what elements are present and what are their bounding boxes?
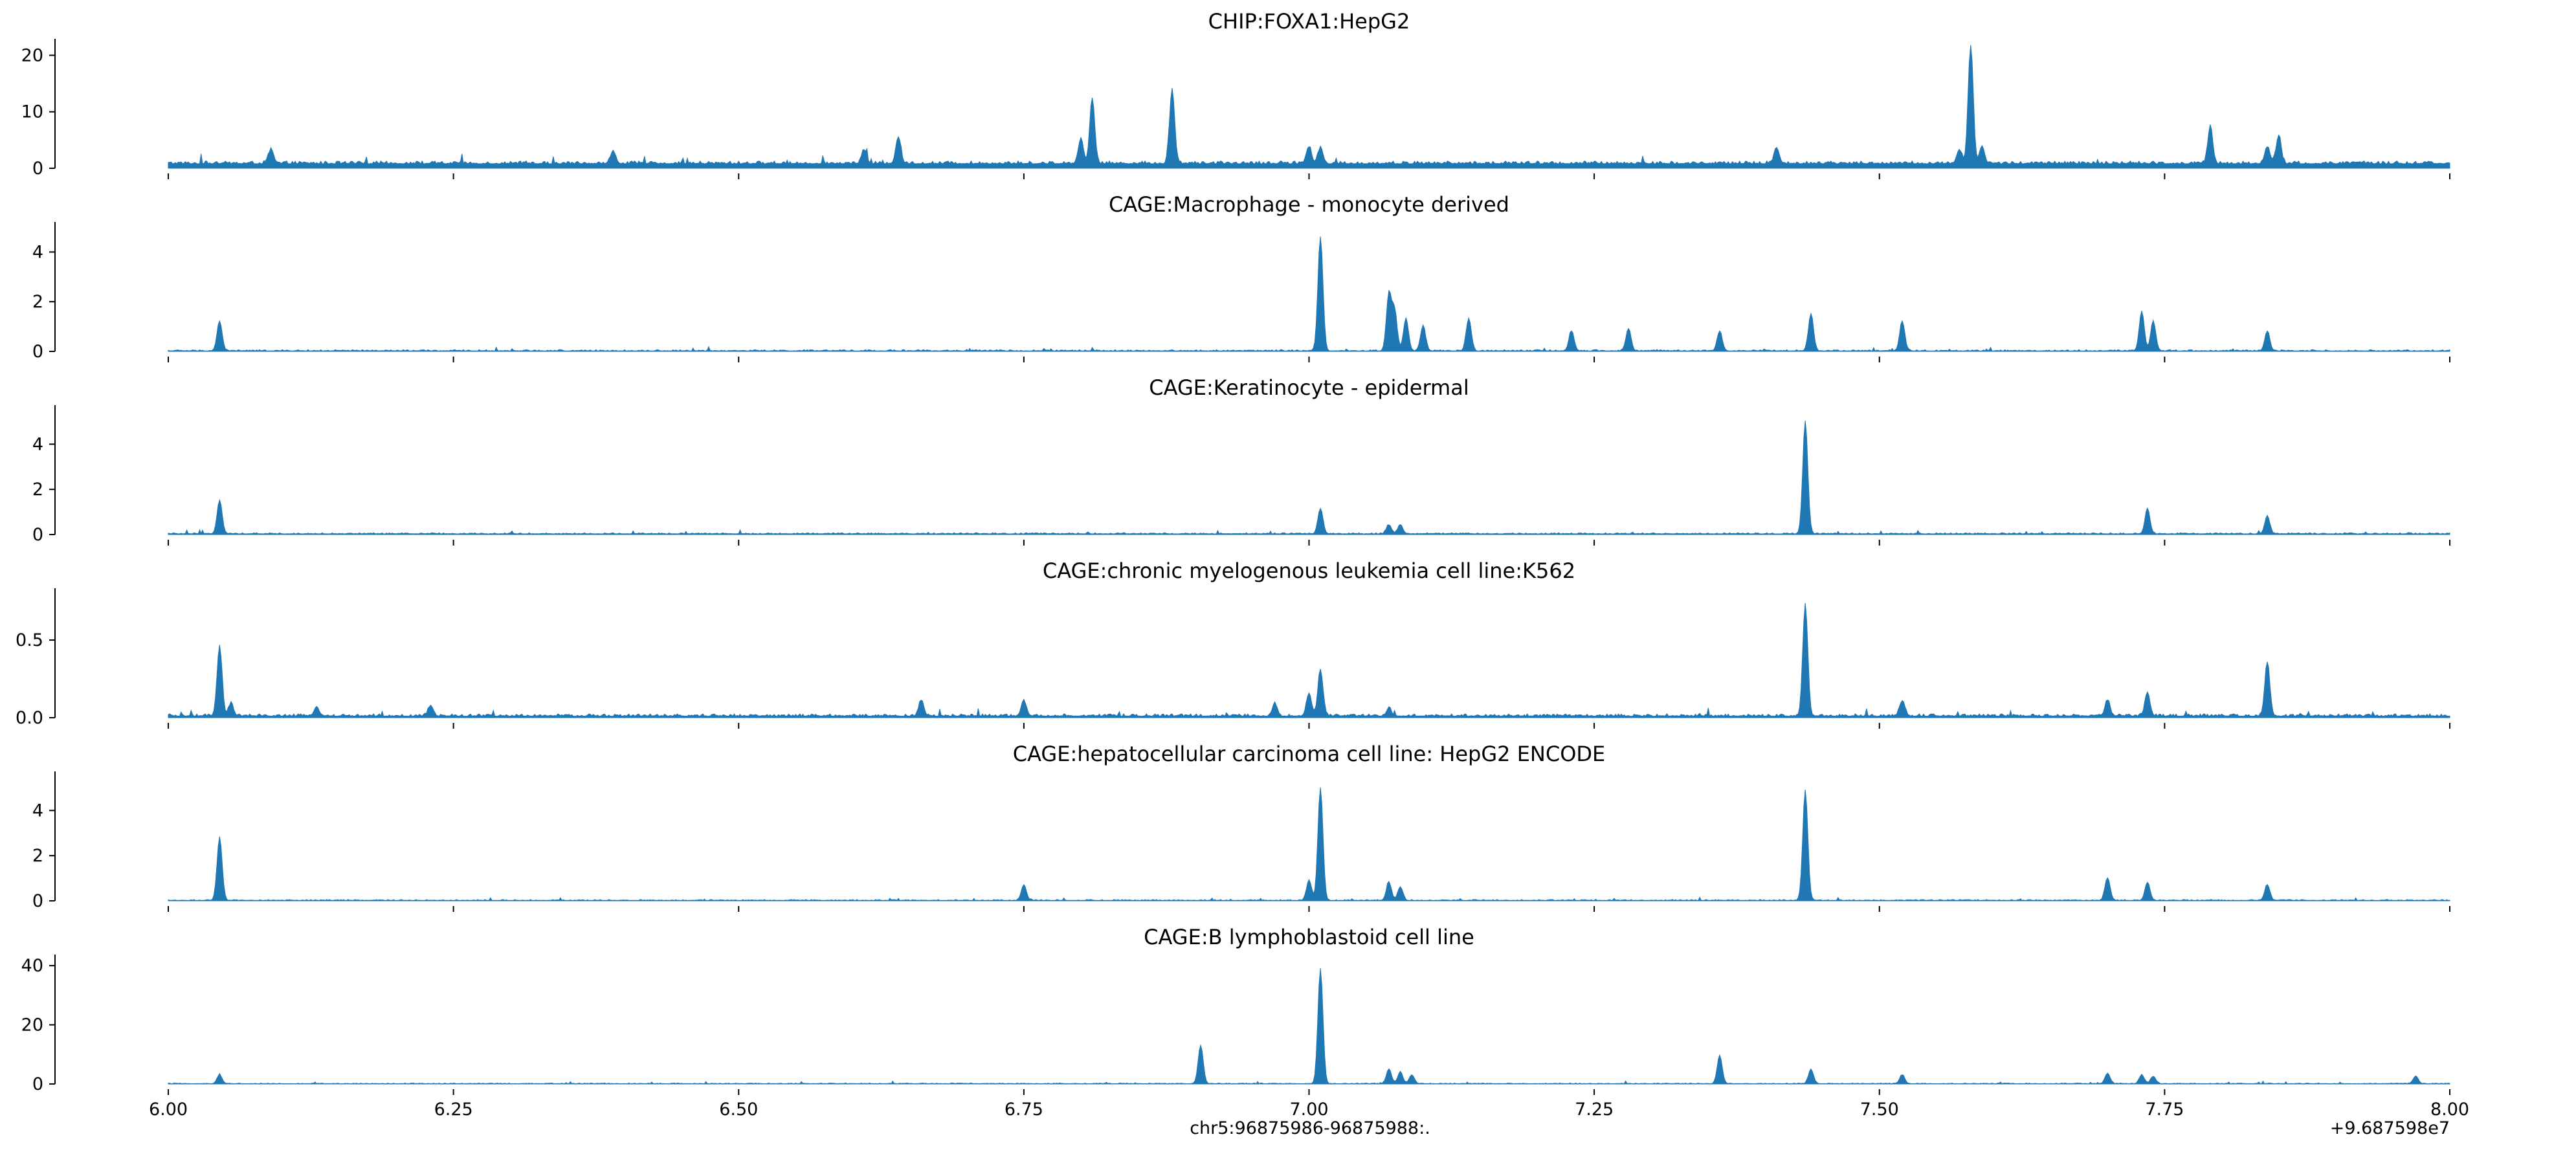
panel-title: CAGE:hepatocellular carcinoma cell line:… xyxy=(1013,742,1605,766)
y-tick-label: 10 xyxy=(21,102,43,122)
y-tick-label: 2 xyxy=(32,292,43,312)
panel-5: CAGE:hepatocellular carcinoma cell line:… xyxy=(32,742,2450,912)
y-tick-label: 4 xyxy=(32,242,43,262)
panel-title: CHIP:FOXA1:HepG2 xyxy=(1208,9,1410,34)
x-axis-label: chr5:96875986-96875988:. xyxy=(1190,1118,1430,1138)
x-tick-label: 7.75 xyxy=(2145,1100,2184,1120)
y-tick-label: 20 xyxy=(21,45,43,65)
y-tick-label: 40 xyxy=(21,956,43,976)
panel-title: CAGE:Keratinocyte - epidermal xyxy=(1149,375,1469,400)
signal-area xyxy=(168,603,2450,718)
signal-area xyxy=(168,45,2450,169)
x-tick-labels: 6.00 6.25 6.50 6.75 7.00 7.25 7.50 7.75 8.00 xyxy=(149,1100,2469,1120)
x-tick-label: 7.25 xyxy=(1575,1100,1614,1120)
signal-area xyxy=(168,236,2450,352)
x-tick-label: 6.25 xyxy=(434,1100,473,1120)
signal-area xyxy=(168,421,2450,535)
y-tick-label: 0 xyxy=(32,891,43,911)
signal-area xyxy=(168,968,2450,1085)
panel-title: CAGE:chronic myelogenous leukemia cell l… xyxy=(1043,558,1575,583)
panel-2: CAGE:Macrophage - monocyte derived 0 2 4 xyxy=(32,192,2450,362)
y-tick-label: 0 xyxy=(32,525,43,545)
y-tick-label: 2 xyxy=(32,480,43,500)
x-tick-label: 8.00 xyxy=(2430,1100,2469,1120)
panel-6: CAGE:B lymphoblastoid cell line 0 20 40 xyxy=(21,925,2450,1095)
x-tick-label: 7.50 xyxy=(1860,1100,1899,1120)
x-axis-offset-label: +9.687598e7 xyxy=(2330,1118,2450,1138)
x-tick-label: 6.00 xyxy=(149,1100,188,1120)
y-tick-label: 0.0 xyxy=(16,708,43,728)
panel-1: CHIP:FOXA1:HepG2 0 10 20 xyxy=(21,9,2450,179)
y-tick-label: 0 xyxy=(32,342,43,362)
y-tick-label: 0.5 xyxy=(16,630,43,650)
panel-title: CAGE:Macrophage - monocyte derived xyxy=(1109,192,1509,217)
y-tick-label: 20 xyxy=(21,1015,43,1035)
y-tick-label: 2 xyxy=(32,846,43,866)
y-tick-label: 4 xyxy=(32,434,43,454)
signal-area xyxy=(168,787,2450,901)
x-tick-label: 6.75 xyxy=(1005,1100,1043,1120)
y-tick-label: 4 xyxy=(32,801,43,821)
y-tick-label: 0 xyxy=(32,159,43,179)
panel-4: CAGE:chronic myelogenous leukemia cell l… xyxy=(16,558,2450,729)
panel-title: CAGE:B lymphoblastoid cell line xyxy=(1144,925,1474,949)
x-tick-label: 6.50 xyxy=(719,1100,758,1120)
x-tick-label: 7.00 xyxy=(1289,1100,1328,1120)
panel-3: CAGE:Keratinocyte - epidermal 0 2 4 xyxy=(32,375,2450,546)
y-tick-label: 0 xyxy=(32,1074,43,1094)
x-axis: 6.00 6.25 6.50 6.75 7.00 7.25 7.50 7.75 8.00 chr… xyxy=(149,1100,2469,1138)
